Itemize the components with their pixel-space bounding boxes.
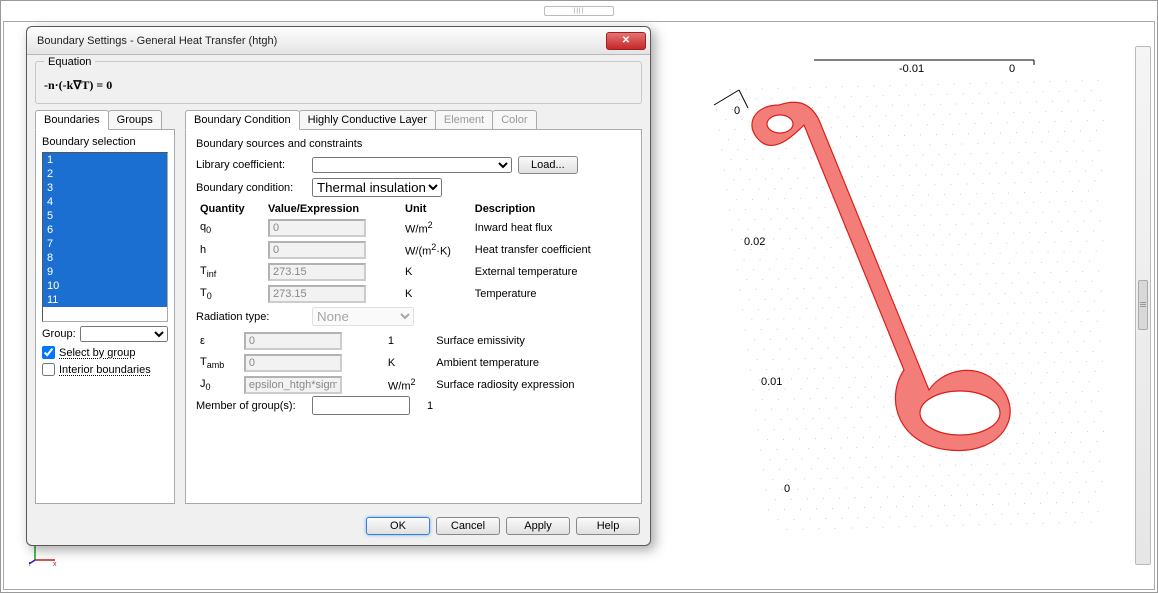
select-by-group-label[interactable]: Select by group [59,347,135,359]
qty-desc: External temperature [471,261,631,283]
table-row: Tinf KExternal temperature [196,261,631,283]
qty-symbol: Tamb [196,352,240,374]
sources-label: Boundary sources and constraints [196,138,631,150]
list-item[interactable]: 10 [43,279,167,293]
help-button[interactable]: Help [576,517,640,535]
dialog-title: Boundary Settings - General Heat Transfe… [37,35,600,47]
svg-text:0: 0 [784,483,790,495]
equation-text: -n·(-k∇T) = 0 [44,78,112,92]
table-row: h W/(m2·K)Heat transfer coefficient [196,239,631,261]
ok-button[interactable]: OK [366,517,430,535]
qty-desc: Temperature [471,283,631,305]
apply-button[interactable]: Apply [506,517,570,535]
qty-input [244,354,342,372]
interior-boundaries-checkbox[interactable] [42,363,55,376]
qty-unit: W/m2 [401,217,471,239]
tab-conductive-layer[interactable]: Highly Conductive Layer [299,110,436,130]
qty-input [268,241,366,259]
svg-text:0.01: 0.01 [761,376,782,388]
list-item[interactable]: 7 [43,237,167,251]
tab-color: Color [492,110,536,130]
list-item[interactable]: 6 [43,223,167,237]
qty-symbol: T0 [196,283,264,305]
member-groups-label: Member of group(s): [196,400,306,412]
qty-desc: Inward heat flux [471,217,631,239]
qty-desc: Surface emissivity [432,330,631,352]
member-groups-input[interactable] [312,396,410,415]
list-item[interactable]: 1 [43,153,167,167]
close-button[interactable]: ✕ [606,32,646,50]
qty-unit: W/(m2·K) [401,239,471,261]
quantity-table: Quantity Value/Expression Unit Descripti… [196,201,631,305]
tab-boundaries[interactable]: Boundaries [35,110,109,130]
svg-text:0.02: 0.02 [744,236,765,248]
boundary-condition-select[interactable]: Thermal insulation [312,178,442,197]
equation-label: Equation [44,56,95,68]
radiation-type-select[interactable]: None [312,307,414,326]
list-item[interactable]: 2 [43,167,167,181]
cancel-button[interactable]: Cancel [436,517,500,535]
svg-text:0: 0 [734,105,740,117]
boundary-selection-label: Boundary selection [42,136,168,148]
boundary-settings-dialog: Boundary Settings - General Heat Transfe… [26,26,651,546]
qty-input [244,332,342,350]
boundary-condition-label: Boundary condition: [196,182,306,194]
select-by-group-checkbox[interactable] [42,346,55,359]
qty-symbol: J0 [196,374,240,396]
load-button[interactable]: Load... [518,156,578,174]
list-item[interactable]: 4 [43,195,167,209]
radiation-type-label: Radiation type: [196,311,306,323]
qty-unit: K [384,352,432,374]
boundary-list[interactable]: 1234567891011 [42,152,168,322]
qty-input [268,219,366,237]
col-unit: Unit [401,201,471,217]
qty-symbol: q0 [196,217,264,239]
qty-symbol: Tinf [196,261,264,283]
table-row: ε 1Surface emissivity [196,330,631,352]
qty-unit: W/m2 [384,374,432,396]
library-coefficient-select[interactable] [312,157,512,173]
qty-unit: K [401,283,471,305]
table-row: Tamb KAmbient temperature [196,352,631,374]
list-item[interactable]: 11 [43,293,167,307]
list-item[interactable]: 8 [43,251,167,265]
col-value: Value/Expression [264,201,401,217]
dialog-titlebar[interactable]: Boundary Settings - General Heat Transfe… [27,27,650,55]
quantity-table-2: ε 1Surface emissivity Tamb KAmbient tempera… [196,330,631,396]
qty-input [268,263,366,281]
plot-3d: -0.01 0 0 0.02 0.01 0 [684,50,1124,550]
list-item[interactable]: 9 [43,265,167,279]
group-select[interactable] [80,326,168,342]
tab-boundary-condition[interactable]: Boundary Condition [185,110,300,130]
col-description: Description [471,201,631,217]
axis-x-label: x [53,561,57,566]
list-item[interactable]: 5 [43,209,167,223]
svg-text:0: 0 [1009,63,1015,75]
qty-symbol: ε [196,330,240,352]
qty-symbol: h [196,239,264,261]
qty-desc: Surface radiosity expression [432,374,631,396]
tab-element: Element [435,110,493,130]
qty-unit: 1 [384,330,432,352]
qty-desc: Heat transfer coefficient [471,239,631,261]
svg-text:-0.01: -0.01 [899,63,924,75]
qty-input [244,376,342,394]
qty-desc: Ambient temperature [432,352,631,374]
qty-unit: K [401,261,471,283]
tab-groups[interactable]: Groups [108,110,162,130]
table-row: q0 W/m2Inward heat flux [196,217,631,239]
qty-input [268,285,366,303]
vertical-scrollbar[interactable] [1135,46,1151,565]
equation-group: Equation -n·(-k∇T) = 0 [35,61,642,104]
table-row: J0 W/m2Surface radiosity expression [196,374,631,396]
library-coefficient-label: Library coefficient: [196,159,306,171]
group-label: Group: [42,328,76,340]
table-row: T0 KTemperature [196,283,631,305]
interior-boundaries-label[interactable]: Interior boundaries [59,364,151,376]
col-quantity: Quantity [196,201,264,217]
splitter-grip[interactable]: |||| [544,6,614,16]
member-groups-unit: 1 [427,400,433,412]
list-item[interactable]: 3 [43,181,167,195]
